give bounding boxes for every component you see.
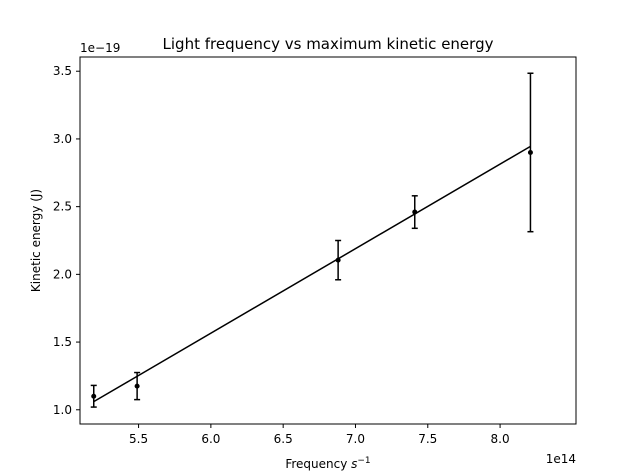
x-axis-label-unit: s (351, 457, 357, 471)
y-tick-label: 2.5 (53, 200, 72, 214)
plot-layer (90, 72, 534, 408)
y-tick-label: 1.0 (53, 403, 72, 417)
y-axis-label: Kinetic energy (J) (29, 189, 43, 292)
x-tick-label: 6.0 (201, 432, 220, 446)
y-tick-label: 1.5 (53, 335, 72, 349)
y-tick-label: 3.0 (53, 132, 72, 146)
x-axis-label: Frequency s−1 (285, 456, 370, 471)
data-point (335, 257, 341, 263)
x-axis-offset-label: 1e14 (546, 452, 576, 466)
y-ticks: 1.0 1.5 2.0 2.5 3.0 3.5 (53, 64, 80, 417)
x-ticks: 5.5 6.0 6.5 7.0 7.5 8.0 (129, 424, 510, 446)
x-axis-label-main: Frequency (285, 457, 351, 471)
data-point (91, 393, 97, 399)
fit-line (93, 145, 531, 403)
x-tick-label: 8.0 (491, 432, 510, 446)
x-axis-label-exponent: −1 (357, 456, 370, 466)
axes-frame (79, 56, 577, 425)
data-point (412, 209, 418, 215)
y-tick-label: 2.0 (53, 267, 72, 281)
y-tick-label: 3.5 (53, 64, 72, 78)
chart-title: Light frequency vs maximum kinetic energ… (163, 35, 494, 53)
data-point (134, 383, 140, 389)
x-tick-label: 7.5 (418, 432, 437, 446)
x-tick-label: 7.0 (346, 432, 365, 446)
x-tick-label: 5.5 (129, 432, 148, 446)
data-point (527, 149, 533, 155)
x-tick-label: 6.5 (274, 432, 293, 446)
y-axis-offset-label: 1e−19 (80, 41, 120, 55)
